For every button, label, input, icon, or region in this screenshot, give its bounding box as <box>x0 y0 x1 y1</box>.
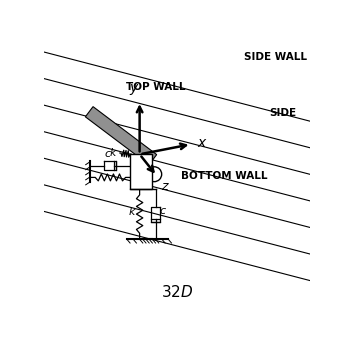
Text: $k$: $k$ <box>128 205 137 217</box>
Text: SIDE: SIDE <box>269 108 297 118</box>
Polygon shape <box>85 107 157 165</box>
Text: $32D$: $32D$ <box>161 284 193 300</box>
Text: SIDE WALL: SIDE WALL <box>244 52 307 62</box>
Text: $c$: $c$ <box>104 149 112 159</box>
Text: $k$: $k$ <box>109 146 117 158</box>
Text: $x$: $x$ <box>197 136 207 150</box>
Bar <box>130 154 151 189</box>
Text: $c$: $c$ <box>159 206 167 216</box>
Text: $y$: $y$ <box>129 82 140 97</box>
Circle shape <box>147 167 162 182</box>
Text: TOP WALL: TOP WALL <box>126 81 185 91</box>
Text: $z$: $z$ <box>161 179 170 193</box>
Text: BOTTOM WALL: BOTTOM WALL <box>181 170 268 180</box>
